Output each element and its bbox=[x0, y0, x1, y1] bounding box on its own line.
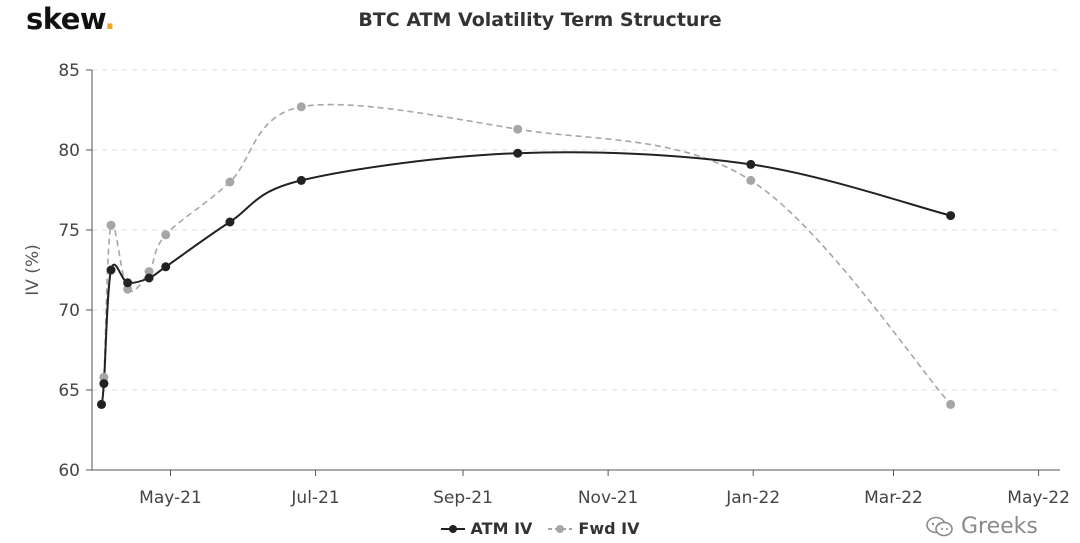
y-tick-label: 80 bbox=[58, 141, 80, 161]
legend-label-fwd-iv: Fwd IV bbox=[578, 519, 640, 538]
data-point-atm-iv[interactable] bbox=[161, 262, 171, 272]
data-point-atm-iv[interactable] bbox=[746, 159, 756, 169]
data-point-atm-iv[interactable] bbox=[225, 217, 235, 227]
y-tick-label: 75 bbox=[58, 221, 80, 241]
skew-logo: skew. bbox=[26, 2, 115, 36]
data-point-fwd-iv[interactable] bbox=[513, 124, 523, 134]
data-point-atm-iv[interactable] bbox=[946, 211, 956, 221]
data-point-atm-iv[interactable] bbox=[296, 175, 306, 185]
y-axis-label: IV (%) bbox=[23, 244, 43, 295]
legend-swatch-fwd-iv bbox=[548, 524, 573, 533]
series-points bbox=[97, 102, 956, 409]
x-tick-label: May-22 bbox=[1007, 488, 1070, 508]
data-point-fwd-iv[interactable] bbox=[946, 399, 956, 409]
y-tick-label: 85 bbox=[58, 61, 80, 81]
chart-title: BTC ATM Volatility Term Structure bbox=[358, 9, 722, 31]
watermark: Greeks bbox=[925, 514, 1038, 539]
x-tick-label: Sep-21 bbox=[433, 488, 493, 508]
legend-item-fwd-iv[interactable]: Fwd IV bbox=[548, 519, 639, 538]
data-point-atm-iv[interactable] bbox=[106, 265, 116, 275]
data-point-atm-iv[interactable] bbox=[123, 278, 133, 288]
x-tick-label: Mar-22 bbox=[864, 488, 923, 508]
data-point-fwd-iv[interactable] bbox=[296, 102, 306, 112]
legend-swatch-atm-iv bbox=[440, 524, 465, 533]
legend-item-atm-iv[interactable]: ATM IV bbox=[440, 519, 533, 538]
data-point-fwd-iv[interactable] bbox=[161, 230, 171, 240]
x-tick-label: Jul-21 bbox=[290, 488, 339, 508]
data-point-fwd-iv[interactable] bbox=[746, 175, 756, 185]
x-tick-label: Jan-22 bbox=[725, 488, 780, 508]
grid-lines bbox=[92, 69, 1060, 391]
data-point-atm-iv[interactable] bbox=[513, 148, 523, 158]
axes: 60 65 70 75 80 85 May-21 Jul-21 Sep-21 Nov-21 Jan-… bbox=[58, 61, 1070, 508]
y-tick-label: 65 bbox=[58, 381, 80, 401]
data-point-fwd-iv[interactable] bbox=[225, 177, 235, 187]
chart-legend: ATM IV Fwd IV bbox=[0, 519, 1080, 538]
y-tick-label: 70 bbox=[58, 301, 80, 321]
data-point-fwd-iv[interactable] bbox=[123, 284, 133, 294]
wechat-icon bbox=[926, 516, 953, 536]
data-point-atm-iv[interactable] bbox=[97, 399, 107, 409]
watermark-text: Greeks bbox=[961, 514, 1038, 539]
x-tick-label: May-21 bbox=[139, 488, 202, 508]
series-line-atm-iv bbox=[100, 151, 951, 405]
data-point-fwd-iv[interactable] bbox=[144, 267, 154, 277]
x-tick-label: Nov-21 bbox=[578, 488, 639, 508]
legend-label-atm-iv: ATM IV bbox=[470, 519, 533, 538]
data-point-fwd-iv[interactable] bbox=[106, 220, 116, 230]
logo-text: skew bbox=[26, 2, 105, 36]
logo-dot: . bbox=[104, 2, 115, 36]
data-point-atm-iv[interactable] bbox=[144, 273, 154, 283]
data-point-fwd-iv[interactable] bbox=[99, 372, 109, 382]
data-point-atm-iv[interactable] bbox=[99, 379, 109, 389]
y-tick-label: 60 bbox=[58, 461, 80, 481]
